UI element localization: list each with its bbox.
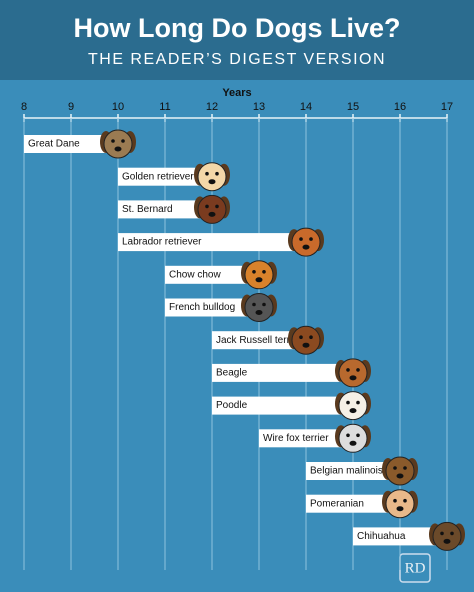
- dog-nose: [302, 244, 310, 250]
- chart-subtitle: THE READER’S DIGEST VERSION: [88, 51, 386, 68]
- dog-nose: [396, 506, 404, 512]
- x-tick-label: 15: [347, 101, 359, 113]
- category-label: Great Dane: [28, 139, 80, 150]
- dog-nose: [114, 146, 122, 152]
- dog-eye: [299, 335, 303, 340]
- category-label: Chihuahua: [357, 531, 406, 542]
- x-tick-label: 8: [21, 101, 27, 113]
- dog-nose: [255, 277, 263, 283]
- dog-head: [197, 194, 227, 224]
- dog-eye: [346, 368, 350, 372]
- dog-nose: [349, 440, 357, 446]
- dog-head: [197, 162, 227, 192]
- dog-head: [291, 227, 321, 257]
- x-tick-label: 13: [253, 101, 265, 113]
- dog-eye: [309, 237, 313, 241]
- category-label: Pomeranian: [310, 498, 364, 509]
- dog-head: [244, 293, 274, 322]
- x-tick-label: 12: [206, 101, 218, 113]
- dog-head: [385, 456, 415, 486]
- dog-eye: [309, 335, 313, 340]
- x-tick-label: 11: [159, 101, 170, 113]
- dog-eye: [121, 139, 125, 143]
- category-label: Poodle: [216, 400, 248, 411]
- dog-nose: [255, 310, 263, 315]
- axis-title: Years: [222, 87, 251, 99]
- dog-eye: [403, 466, 407, 470]
- bar: [24, 135, 118, 153]
- category-label: Golden retriever: [122, 171, 194, 182]
- logo: RD: [405, 560, 426, 576]
- dog-eye: [205, 204, 209, 209]
- dog-eye: [393, 498, 397, 503]
- bar: [118, 200, 212, 219]
- dog-eye: [403, 498, 407, 503]
- dog-head: [338, 423, 368, 453]
- category-label: Chow chow: [169, 269, 221, 280]
- dog-nose: [443, 538, 451, 544]
- dog-nose: [208, 211, 216, 217]
- dog-eye: [450, 531, 454, 536]
- dog-eye: [262, 302, 266, 307]
- header-band: [0, 0, 474, 80]
- dog-eye: [346, 433, 350, 438]
- dog-nose: [349, 375, 357, 381]
- bar: [306, 462, 400, 480]
- dog-eye: [252, 270, 256, 274]
- dog-eye: [205, 171, 209, 176]
- bar: [118, 233, 306, 252]
- dog-head: [291, 325, 321, 355]
- dog-eye: [346, 400, 350, 405]
- bar: [259, 429, 353, 448]
- bar: [306, 494, 400, 513]
- dog-head: [432, 521, 462, 551]
- category-label: St. Bernard: [122, 204, 173, 215]
- dog-nose: [302, 342, 310, 348]
- bar: [353, 527, 447, 546]
- dog-eye: [440, 531, 444, 536]
- category-label: Beagle: [216, 368, 248, 379]
- dog-head: [244, 260, 274, 290]
- dog-nose: [396, 473, 404, 479]
- dog-eye: [356, 400, 360, 405]
- dog-eye: [252, 302, 256, 307]
- bar: [165, 265, 259, 284]
- dog-head: [103, 129, 133, 159]
- dog-eye: [393, 466, 397, 470]
- x-tick-label: 14: [300, 101, 312, 113]
- dog-nose: [349, 408, 357, 414]
- dog-eye: [215, 204, 219, 209]
- x-tick-label: 16: [394, 101, 406, 113]
- category-label: Wire fox terrier: [263, 433, 329, 444]
- dog-eye: [111, 139, 115, 143]
- x-tick-label: 10: [112, 101, 124, 113]
- bar: [212, 396, 353, 415]
- dog-eye: [299, 237, 303, 241]
- dog-eye: [262, 270, 266, 274]
- bar: [212, 363, 353, 382]
- x-tick-label: 9: [68, 101, 74, 113]
- dog-eye: [215, 171, 219, 176]
- dog-head: [385, 489, 415, 519]
- bar: [165, 298, 259, 317]
- category-label: French bulldog: [169, 302, 235, 313]
- bar: [118, 167, 212, 186]
- x-tick-label: 17: [441, 101, 453, 113]
- dog-head: [338, 391, 368, 421]
- dog-eye: [356, 433, 360, 438]
- dog-head: [338, 358, 368, 388]
- category-label: Labrador retriever: [122, 237, 202, 248]
- bar: [212, 331, 306, 350]
- category-label: Jack Russell terrier: [216, 335, 302, 346]
- dog-eye: [356, 368, 360, 372]
- category-label: Belgian malinois: [310, 466, 383, 477]
- chart-title: How Long Do Dogs Live?: [74, 13, 401, 43]
- dog-nose: [208, 179, 216, 185]
